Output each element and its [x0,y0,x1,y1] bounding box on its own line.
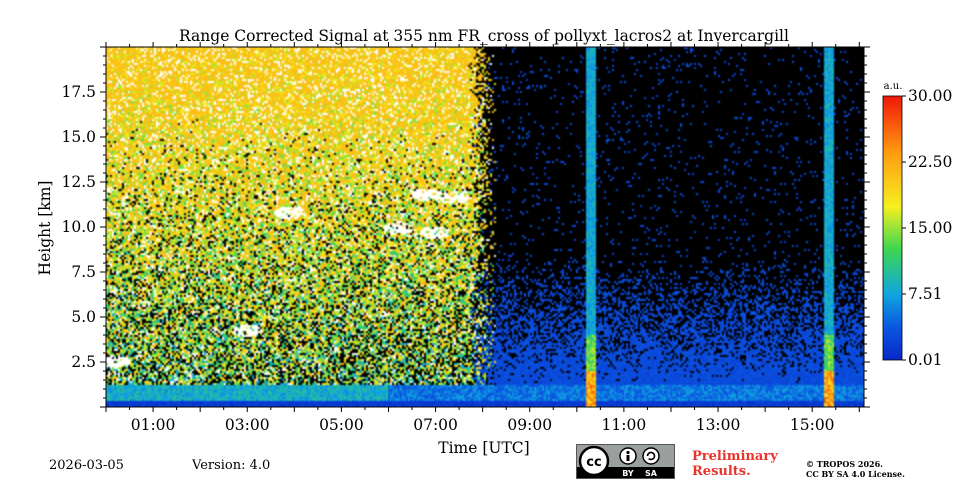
y-axis-label: Height [km] [36,181,54,276]
sa-share-icon [642,447,660,465]
preliminary-line-2: Results. [692,464,751,479]
colorbar-tick-label: 15.00 [908,219,952,237]
chart-title: Range Corrected Signal at 355 nm FR_cros… [179,27,789,45]
copyright-notice: © TROPOS 2026. CC BY SA 4.0 License. [806,459,905,479]
y-axis: 2.5 5.0 7.5 10.0 12.5 15.0 17.5 [61,46,870,408]
y-tick-label: 10.0 [61,218,96,236]
colorbar-tick-label: 22.50 [908,153,952,171]
y-tick-label: 5.0 [71,308,96,326]
cc-icon-text: cc [586,455,601,470]
colorbar-unit: a.u. [884,81,903,92]
preliminary-line-1: Preliminary [692,449,778,464]
by-label: BY [622,469,634,478]
colorbar-tick-label: 30.00 [908,87,952,105]
x-tick-label: 05:00 [319,416,364,434]
footer-version: Version: 4.0 [192,458,271,473]
x-tick-label: 15:00 [790,416,835,434]
copyright-line-2: CC BY SA 4.0 License. [806,469,905,479]
x-tick-label: 13:00 [696,416,741,434]
y-tick-label: 2.5 [71,353,96,371]
x-tick-label: 11:00 [602,416,647,434]
colorbar-gradient [882,95,903,361]
plot-area [105,46,865,408]
x-tick-label: 01:00 [131,416,176,434]
colorbar-ticks: 0.01 7.51 15.00 22.50 30.00 [902,87,952,369]
sa-label: SA [645,469,658,478]
y-tick-label: 12.5 [61,173,96,191]
y-tick-label: 17.5 [61,83,96,101]
y-tick-label: 15.0 [61,128,96,146]
colorbar: a.u. 0.01 7.51 15.00 22.50 30.00 [882,81,952,369]
x-axis: 01:00 03:00 05:00 07:00 09:00 11:00 13:00 15:00 [105,42,860,434]
colorbar-tick-label: 7.51 [908,285,943,303]
preliminary-notice: Preliminary Results. [692,449,778,479]
x-tick-label: 03:00 [225,416,270,434]
copyright-line-1: © TROPOS 2026. [806,459,883,469]
y-tick-label: 7.5 [71,263,96,281]
colorbar-tick-label: 0.01 [908,351,943,369]
footer-date: 2026-03-05 [49,458,124,473]
cc-license-badge: cc BY SA [576,444,675,479]
x-axis-label: Time [UTC] [438,439,529,457]
cc-icon [578,445,610,477]
signal-heatmap [106,47,864,407]
x-tick-label: 09:00 [507,416,552,434]
x-tick-label: 07:00 [413,416,458,434]
